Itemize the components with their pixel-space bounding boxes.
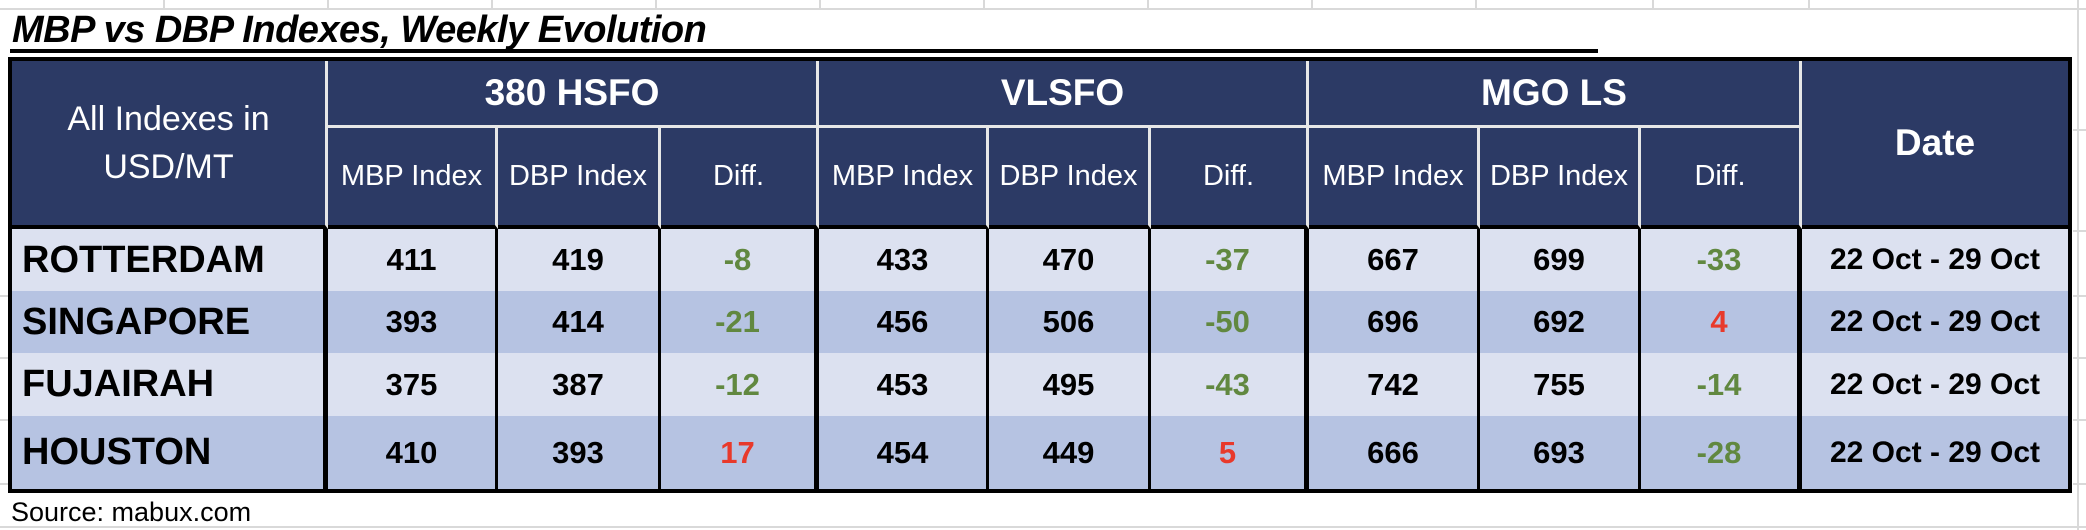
gridline-tick <box>1475 0 1477 8</box>
value-cell: 449 <box>989 416 1151 489</box>
title-underline <box>10 49 1598 53</box>
gridline-top <box>0 8 2086 10</box>
gridline-stub <box>2073 483 2086 485</box>
port-cell: ROTTERDAM <box>12 229 328 291</box>
value-cell: 387 <box>498 353 661 416</box>
date-header: Date <box>1802 61 2068 229</box>
gridline-tick <box>819 0 821 8</box>
subheader-dbp: DBP Index <box>498 128 661 229</box>
port-cell: FUJAIRAH <box>12 353 328 416</box>
subheader-mbp: MBP Index <box>328 128 498 229</box>
value-cell: 456 <box>819 291 989 353</box>
gridline-tick <box>983 0 985 8</box>
diff-cell: -21 <box>661 291 819 353</box>
gridline-tick <box>1652 0 1654 8</box>
subheader-dbp: DBP Index <box>989 128 1151 229</box>
value-cell: 453 <box>819 353 989 416</box>
date-cell: 22 Oct - 29 Oct <box>1802 291 2068 353</box>
gridline-stub <box>0 295 8 297</box>
source-note: Source: mabux.com <box>11 497 252 527</box>
page-title: MBP vs DBP Indexes, Weekly Evolution <box>12 9 707 51</box>
value-cell: 693 <box>1480 416 1641 489</box>
subheader-diff: Diff. <box>1641 128 1802 229</box>
gridline-stub <box>2073 230 2086 232</box>
group-header-380hsfo: 380 HSFO <box>328 61 819 128</box>
port-cell: SINGAPORE <box>12 291 328 353</box>
gridline-stub <box>0 357 8 359</box>
gridline-stub <box>0 419 8 421</box>
subheader-mbp: MBP Index <box>819 128 989 229</box>
value-cell: 666 <box>1309 416 1480 489</box>
gridline-stub <box>2073 357 2086 359</box>
value-cell: 495 <box>989 353 1151 416</box>
value-cell: 755 <box>1480 353 1641 416</box>
value-cell: 393 <box>328 291 498 353</box>
subheader-dbp: DBP Index <box>1480 128 1641 229</box>
gridline-stub <box>2073 419 2086 421</box>
value-cell: 506 <box>989 291 1151 353</box>
value-cell: 410 <box>328 416 498 489</box>
diff-cell: -50 <box>1151 291 1309 353</box>
corner-header-line2: USD/MT <box>103 148 234 186</box>
date-cell: 22 Oct - 29 Oct <box>1802 353 2068 416</box>
corner-header-line1: All Indexes in <box>67 99 270 138</box>
diff-cell: 17 <box>661 416 819 489</box>
diff-cell: -43 <box>1151 353 1309 416</box>
diff-cell: -14 <box>1641 353 1802 416</box>
subheader-diff: Diff. <box>661 128 819 229</box>
group-header-mgols: MGO LS <box>1309 61 1802 128</box>
diff-cell: -33 <box>1641 229 1802 291</box>
gridline-tick <box>327 0 329 8</box>
group-header-vlsfo: VLSFO <box>819 61 1309 128</box>
value-cell: 411 <box>328 229 498 291</box>
value-cell: 433 <box>819 229 989 291</box>
diff-cell: -8 <box>661 229 819 291</box>
value-cell: 699 <box>1480 229 1641 291</box>
gridline-stub <box>2073 295 2086 297</box>
gridline-tick <box>1147 0 1149 8</box>
gridline-tick <box>1808 0 1810 8</box>
subheader-diff: Diff. <box>1151 128 1309 229</box>
gridline-tick <box>655 0 657 8</box>
date-cell: 22 Oct - 29 Oct <box>1802 229 2068 291</box>
diff-cell: 5 <box>1151 416 1309 489</box>
gridline-tick <box>491 0 493 8</box>
value-cell: 470 <box>989 229 1151 291</box>
value-cell: 393 <box>498 416 661 489</box>
value-cell: 692 <box>1480 291 1641 353</box>
corner-header: All Indexes in USD/MT <box>12 61 328 229</box>
date-cell: 22 Oct - 29 Oct <box>1802 416 2068 489</box>
gridline-stub <box>2073 129 2086 131</box>
gridline-bottom <box>0 526 2086 528</box>
indexes-table: All Indexes in USD/MT 380 HSFO VLSFO MGO… <box>8 57 2072 493</box>
value-cell: 419 <box>498 229 661 291</box>
gridline-right <box>2077 0 2079 530</box>
gridline-tick <box>163 0 165 8</box>
value-cell: 414 <box>498 291 661 353</box>
port-cell: HOUSTON <box>12 416 328 489</box>
value-cell: 742 <box>1309 353 1480 416</box>
value-cell: 375 <box>328 353 498 416</box>
subheader-mbp: MBP Index <box>1309 128 1480 229</box>
value-cell: 667 <box>1309 229 1480 291</box>
diff-cell: 4 <box>1641 291 1802 353</box>
diff-cell: -12 <box>661 353 819 416</box>
gridline-tick <box>1311 0 1313 8</box>
value-cell: 696 <box>1309 291 1480 353</box>
gridline-stub <box>0 483 8 485</box>
diff-cell: -28 <box>1641 416 1802 489</box>
value-cell: 454 <box>819 416 989 489</box>
diff-cell: -37 <box>1151 229 1309 291</box>
